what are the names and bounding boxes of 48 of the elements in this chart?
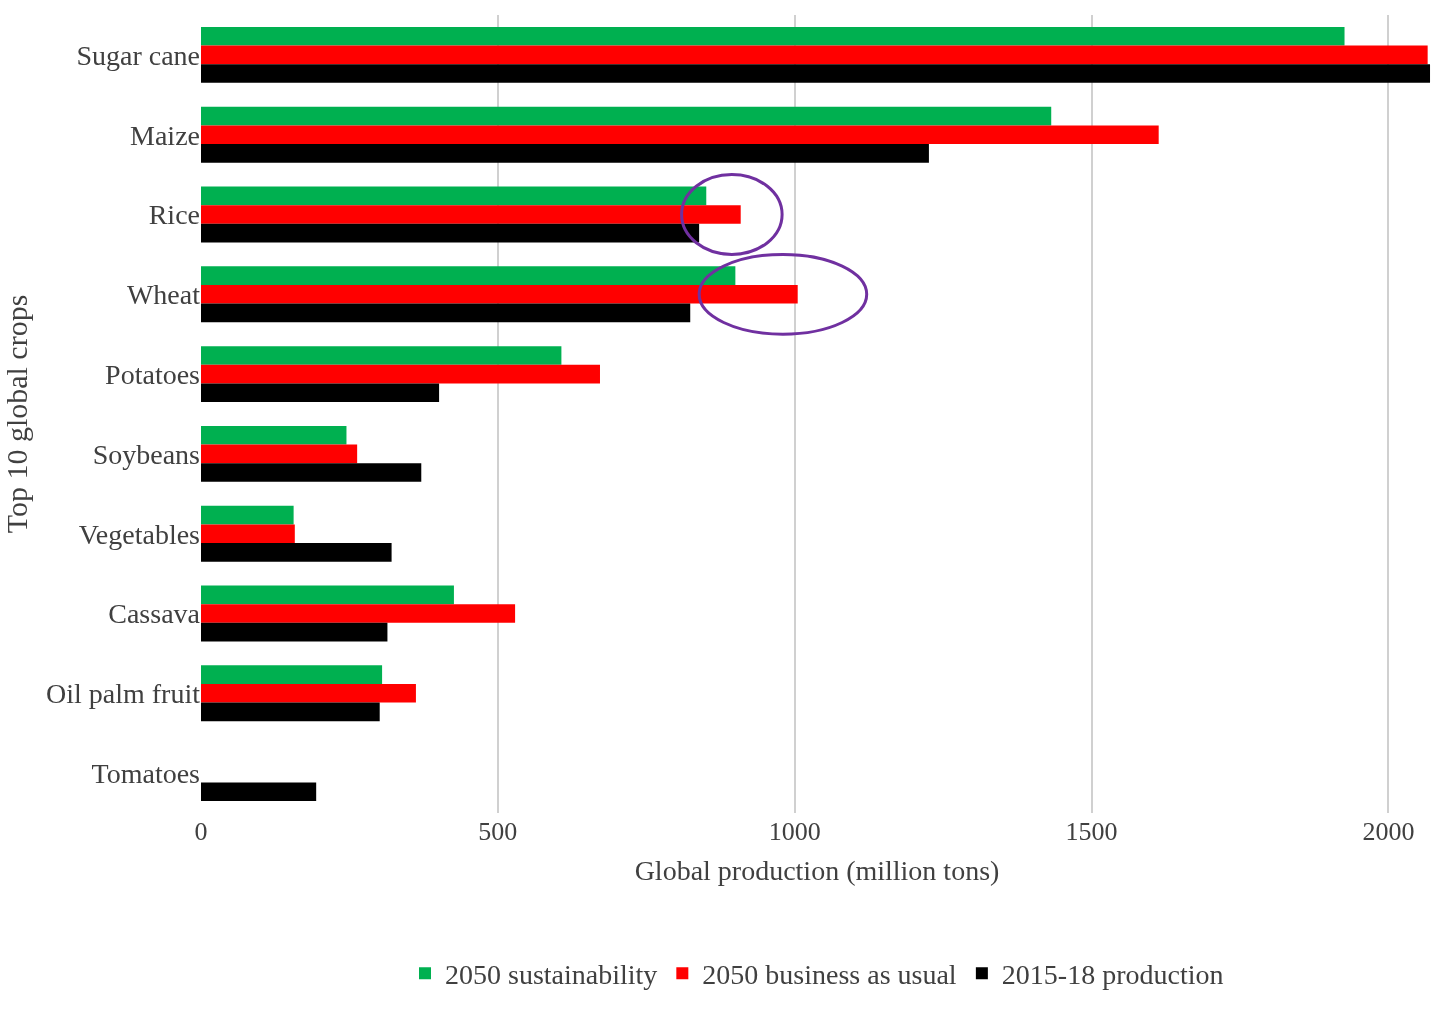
bar [201, 45, 1428, 65]
bar [201, 463, 422, 482]
legend-label: 2050 business as usual [702, 959, 957, 991]
bar [201, 266, 736, 285]
y-tick-label: Potatoes [105, 358, 200, 390]
bar [201, 444, 358, 464]
bar [201, 683, 416, 703]
y-tick-label: Rice [148, 199, 200, 231]
bar [201, 223, 700, 243]
y-axis-title: Top 10 global crops [0, 294, 33, 534]
y-tick-label: Wheat [126, 279, 201, 311]
bar [201, 64, 1431, 83]
bar [201, 144, 929, 163]
bar [201, 543, 392, 562]
x-tick-label: 1500 [1065, 817, 1118, 846]
bar [201, 303, 691, 323]
bar [201, 383, 440, 403]
bar [201, 26, 1345, 46]
bar [201, 702, 380, 722]
x-tick-label: 1000 [768, 817, 821, 846]
bar [201, 125, 1159, 145]
bar [201, 665, 383, 684]
y-tick-label: Sugar cane [76, 39, 200, 71]
legend-label: 2050 sustainability [445, 959, 658, 991]
y-tick-label: Oil palm fruit [46, 678, 201, 710]
bar [201, 425, 347, 445]
bar [201, 585, 454, 605]
bar [201, 782, 317, 802]
x-tick-label: 2000 [1362, 817, 1415, 846]
x-tick-label: 0 [194, 817, 208, 846]
x-tick-label: 500 [478, 817, 518, 846]
y-tick-label: Tomatoes [91, 757, 200, 789]
x-axis-title: Global production (million tons) [634, 855, 1000, 887]
bar [201, 205, 741, 224]
y-tick-label: Vegetables [78, 518, 200, 550]
bar [201, 505, 294, 525]
bar [201, 186, 707, 206]
bar [201, 346, 562, 365]
bar [201, 106, 1052, 126]
bar [201, 622, 388, 642]
y-tick-label: Maize [130, 119, 200, 151]
bar [201, 524, 295, 544]
y-tick-label: Cassava [108, 598, 201, 630]
bar [201, 604, 516, 623]
legend-label: 2015-18 production [1001, 959, 1224, 991]
bar [201, 284, 798, 304]
bar [201, 364, 600, 384]
y-tick-label: Soybeans [92, 438, 200, 470]
